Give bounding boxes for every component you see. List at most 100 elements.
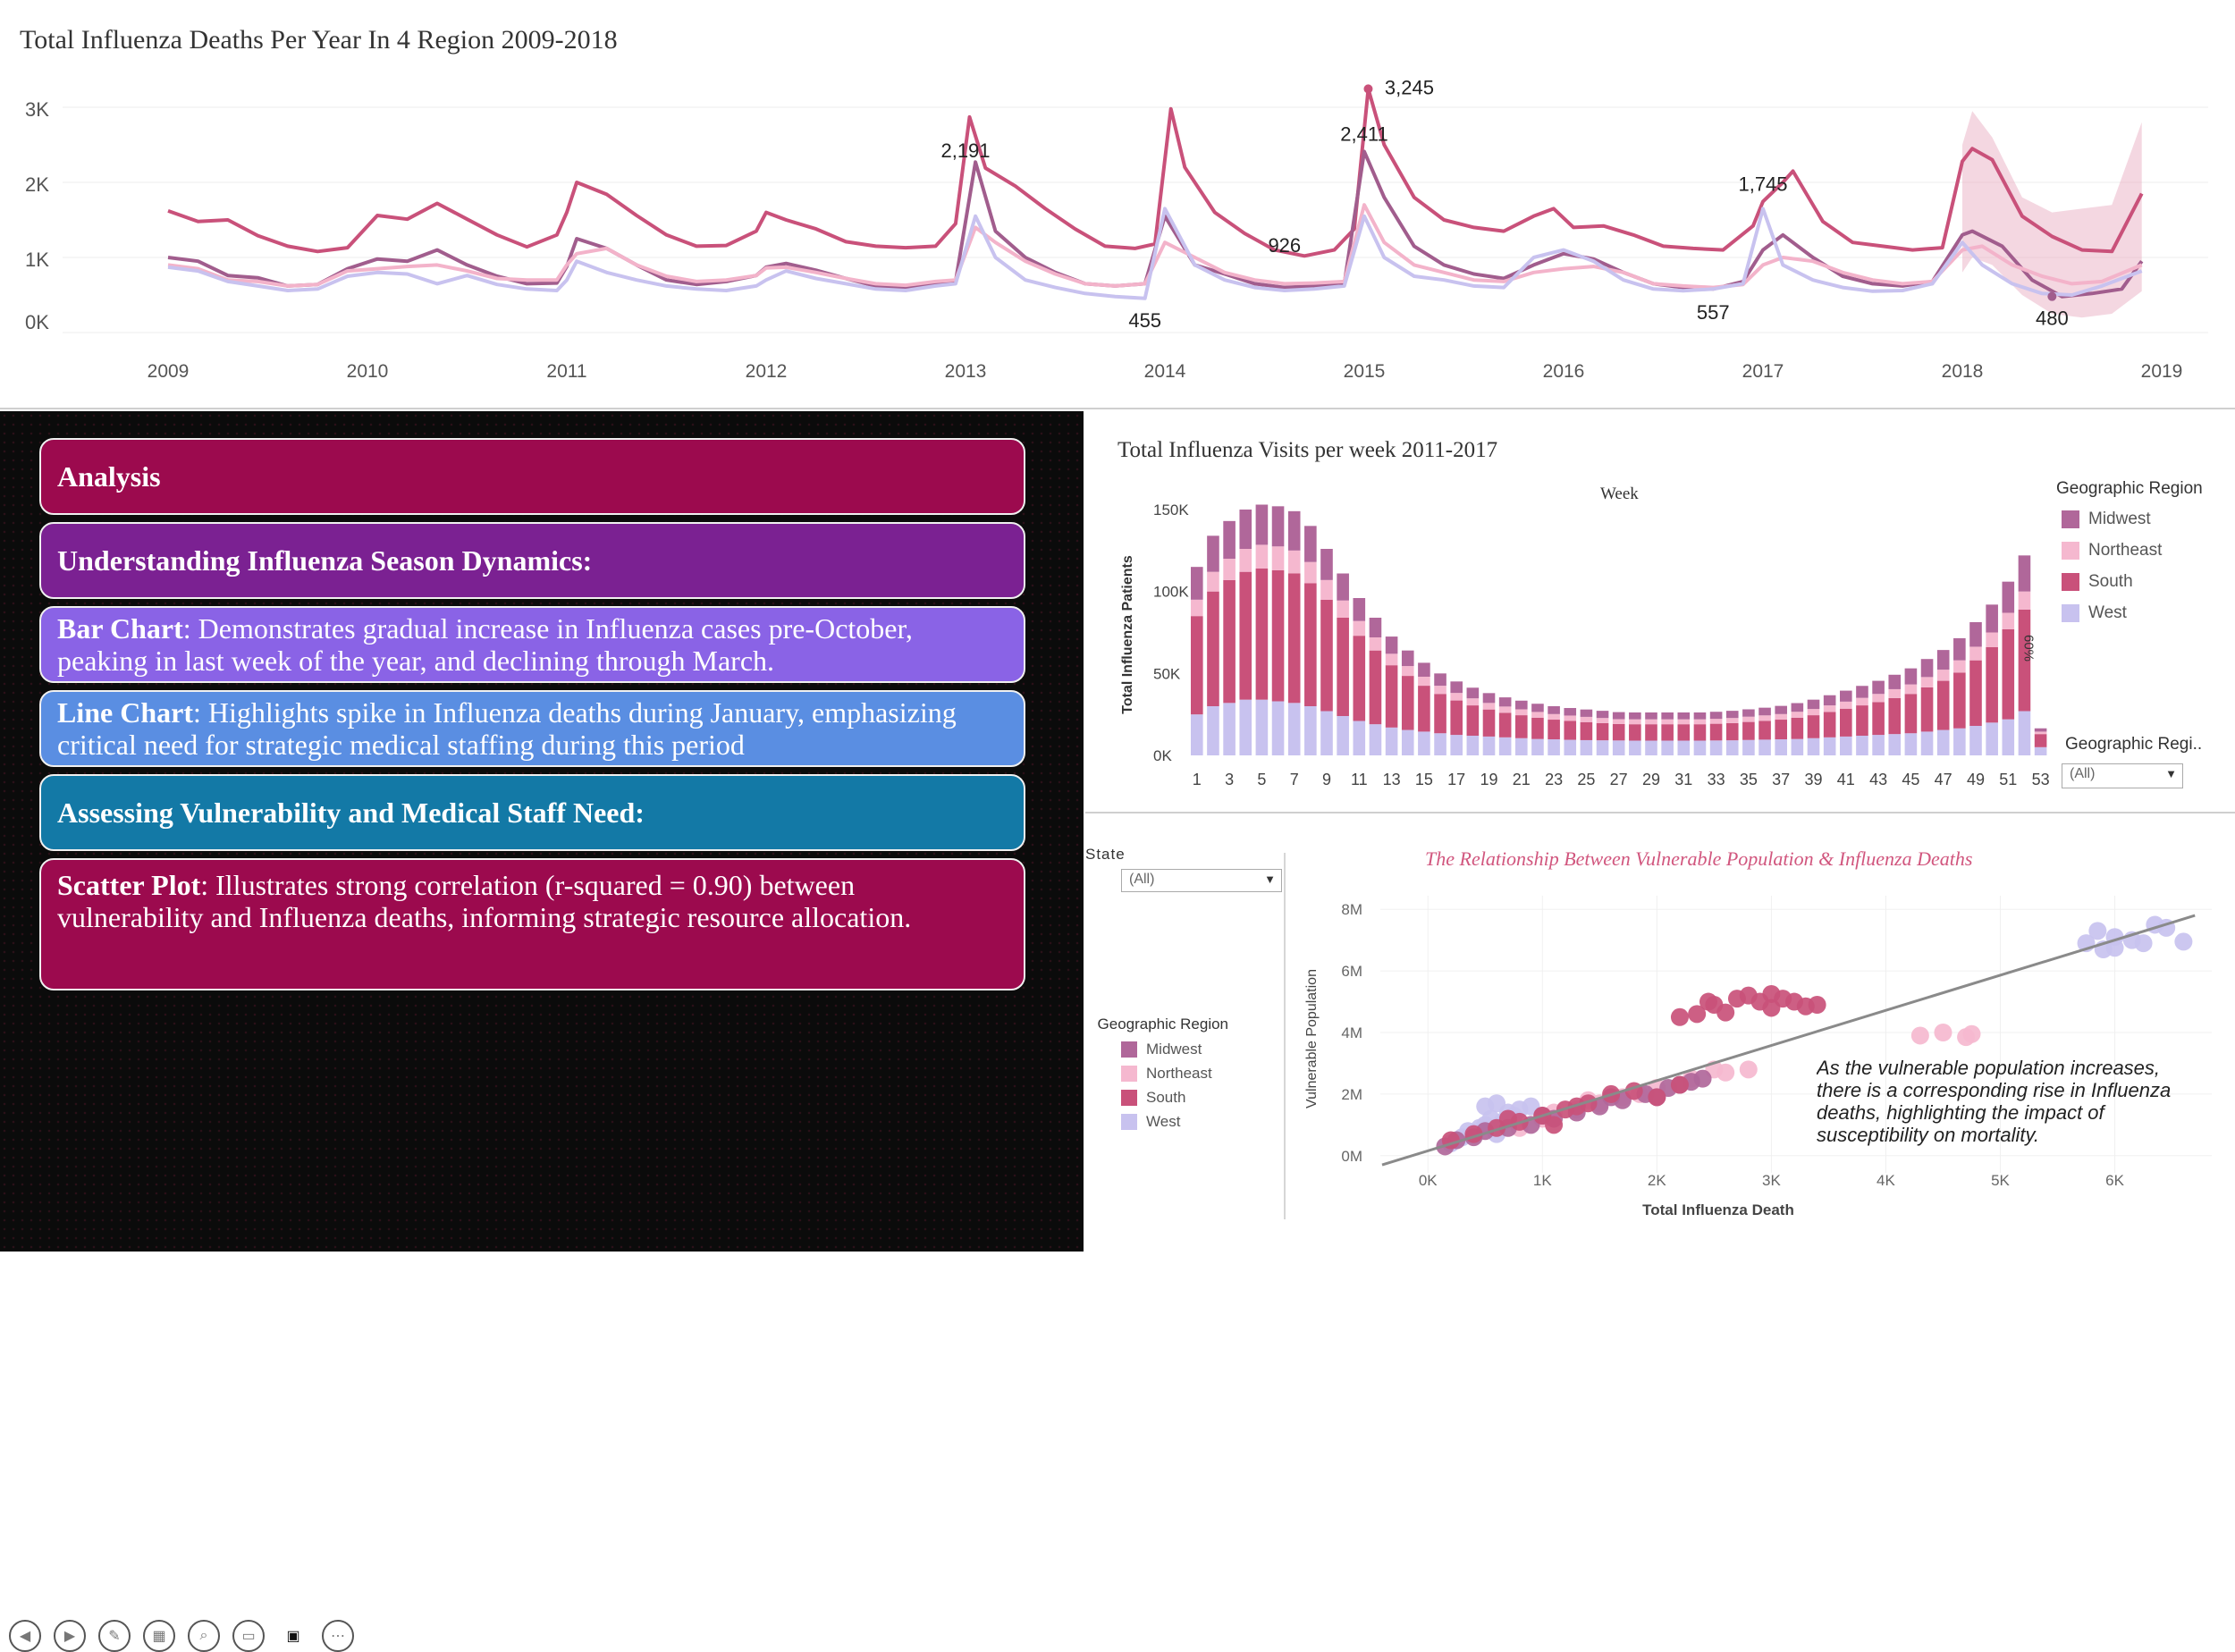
bar-segment-west[interactable] — [1709, 740, 1723, 755]
state-filter-dropdown[interactable]: (All) ▼ — [1121, 869, 1282, 892]
bar-segment-midwest[interactable] — [1920, 659, 1934, 678]
bar-segment-northeast[interactable] — [1969, 646, 1982, 661]
bar-segment-northeast[interactable] — [1450, 693, 1463, 701]
bar-segment-northeast[interactable] — [1287, 550, 1301, 574]
bar-segment-midwest[interactable] — [1629, 712, 1641, 720]
region-filter-dropdown[interactable]: (All) ▼ — [2062, 763, 2183, 788]
bar-segment-west[interactable] — [1320, 711, 1333, 756]
bar-segment-south[interactable] — [1498, 712, 1512, 738]
scatter-point-midwest[interactable] — [1693, 1069, 1712, 1088]
bar-segment-northeast[interactable] — [2034, 731, 2047, 735]
bar-segment-northeast[interactable] — [1612, 719, 1625, 724]
bar-segment-west[interactable] — [1661, 740, 1674, 756]
bar-segment-south[interactable] — [1466, 705, 1480, 736]
scatter-point-west[interactable] — [2134, 934, 2153, 953]
bar-segment-south[interactable] — [1823, 712, 1836, 738]
bar-segment-northeast[interactable] — [1823, 705, 1836, 712]
legend-item[interactable]: West — [1121, 1113, 1180, 1131]
bar-segment-south[interactable] — [1255, 569, 1269, 700]
prev-icon[interactable]: ◀ — [9, 1620, 41, 1652]
bar-segment-south[interactable] — [1693, 724, 1707, 741]
bar-segment-south[interactable] — [1677, 724, 1691, 741]
bar-segment-west[interactable] — [1629, 740, 1641, 756]
bar-segment-midwest[interactable] — [1515, 700, 1528, 710]
bar-segment-west[interactable] — [1369, 724, 1382, 755]
bar-segment-midwest[interactable] — [1775, 705, 1787, 714]
bar-segment-midwest[interactable] — [1872, 680, 1885, 695]
bar-segment-northeast[interactable] — [1385, 653, 1398, 666]
bar-segment-northeast[interactable] — [1709, 719, 1723, 724]
bar-segment-northeast[interactable] — [1791, 712, 1804, 718]
bar-segment-west[interactable] — [1775, 739, 1787, 755]
bar-segment-south[interactable] — [1369, 650, 1382, 725]
bar-segment-west[interactable] — [1758, 739, 1771, 755]
bar-segment-south[interactable] — [1872, 702, 1885, 736]
bar-segment-south[interactable] — [1564, 721, 1577, 740]
bar-segment-midwest[interactable] — [1385, 636, 1398, 654]
bar-segment-northeast[interactable] — [1758, 715, 1771, 721]
bar-segment-west[interactable] — [1742, 739, 1755, 755]
bar-segment-northeast[interactable] — [1661, 719, 1674, 725]
bar-segment-south[interactable] — [1791, 717, 1804, 739]
bar-segment-northeast[interactable] — [1840, 701, 1852, 709]
bar-segment-northeast[interactable] — [1255, 544, 1269, 569]
bar-segment-northeast[interactable] — [1548, 713, 1560, 721]
bar-segment-south[interactable] — [1969, 660, 1982, 726]
bar-segment-west[interactable] — [1645, 740, 1657, 756]
bar-segment-midwest[interactable] — [1337, 573, 1349, 601]
play-icon[interactable]: ▶ — [54, 1620, 86, 1652]
bar-segment-west[interactable] — [1191, 714, 1203, 755]
scatter-point-south[interactable] — [1699, 992, 1717, 1011]
bar-segment-midwest[interactable] — [1320, 549, 1333, 580]
bar-segment-west[interactable] — [2034, 746, 2047, 755]
scatter-point-west[interactable] — [2105, 939, 2124, 957]
legend-item[interactable]: South — [1121, 1089, 1185, 1107]
bar-segment-midwest[interactable] — [1548, 706, 1560, 714]
bar-segment-midwest[interactable] — [1353, 598, 1366, 621]
bar-segment-west[interactable] — [1531, 738, 1544, 755]
bar-segment-south[interactable] — [1580, 721, 1593, 740]
legend-item[interactable]: Midwest — [2062, 510, 2151, 529]
scatter-point-south[interactable] — [1498, 1109, 1517, 1128]
bar-segment-west[interactable] — [1337, 716, 1349, 755]
bar-segment-west[interactable] — [1969, 726, 1982, 755]
bar-segment-south[interactable] — [1888, 697, 1902, 735]
bar-segment-northeast[interactable] — [1337, 600, 1349, 618]
bar-segment-midwest[interactable] — [1271, 506, 1285, 547]
zoom-icon[interactable]: ⌕ — [188, 1620, 220, 1652]
bar-segment-south[interactable] — [1304, 583, 1317, 707]
bar-segment-northeast[interactable] — [1677, 719, 1691, 725]
bar-segment-northeast[interactable] — [1629, 719, 1641, 725]
bar-segment-midwest[interactable] — [1466, 687, 1480, 699]
bar-segment-northeast[interactable] — [1775, 713, 1787, 721]
series-line-south[interactable] — [167, 87, 2144, 258]
bar-segment-midwest[interactable] — [2034, 728, 2047, 732]
bar-segment-west[interactable] — [1823, 737, 1836, 755]
bar-segment-south[interactable] — [1531, 717, 1544, 739]
bar-segment-south[interactable] — [1223, 579, 1236, 704]
bar-segment-northeast[interactable] — [1434, 686, 1446, 695]
bar-segment-south[interactable] — [1482, 709, 1496, 737]
legend-item[interactable]: South — [2062, 572, 2133, 592]
bar-segment-south[interactable] — [2018, 609, 2031, 712]
bar-segment-midwest[interactable] — [1482, 693, 1496, 704]
bar-segment-south[interactable] — [1840, 708, 1852, 737]
bar-segment-northeast[interactable] — [1239, 549, 1252, 572]
bar-segment-northeast[interactable] — [1693, 719, 1707, 725]
bar-segment-midwest[interactable] — [1888, 674, 1902, 689]
bar-segment-west[interactable] — [1872, 735, 1885, 755]
bar-segment-midwest[interactable] — [1612, 712, 1625, 720]
legend-item[interactable]: Northeast — [1121, 1065, 1212, 1083]
legend-item[interactable]: Midwest — [1121, 1041, 1202, 1058]
scatter-point-west[interactable] — [1488, 1094, 1506, 1113]
bar-segment-midwest[interactable] — [1207, 535, 1219, 572]
bar-segment-south[interactable] — [1953, 672, 1966, 729]
bar-segment-west[interactable] — [1515, 738, 1528, 755]
bar-segment-northeast[interactable] — [1807, 709, 1820, 716]
bar-segment-west[interactable] — [2018, 711, 2031, 756]
bar-segment-south[interactable] — [1904, 694, 1918, 734]
scatter-point-west[interactable] — [2174, 932, 2193, 951]
bar-segment-south[interactable] — [1548, 720, 1560, 740]
bar-segment-midwest[interactable] — [1986, 604, 1998, 633]
